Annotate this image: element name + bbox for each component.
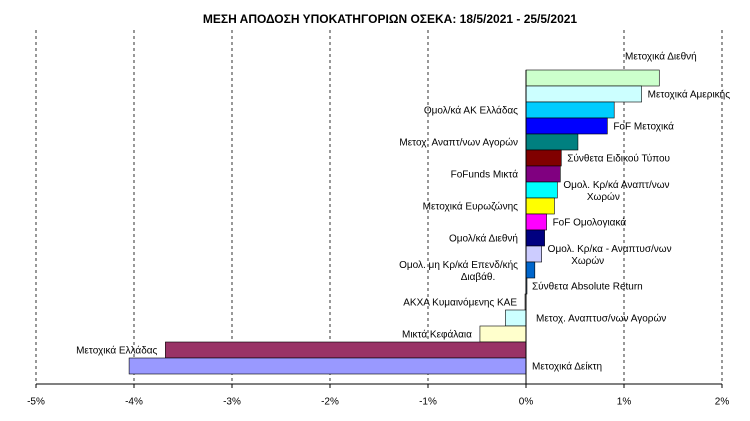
chart-title: ΜΕΣΗ ΑΠΟΔΟΣΗ ΥΠΟΚΑΤΗΓΟΡΙΩΝ ΟΣΕΚΑ: 18/5/2… [203, 12, 578, 26]
bar [525, 69, 660, 87]
bar [525, 165, 561, 183]
bar [479, 325, 527, 343]
bar [128, 357, 527, 375]
category-label: FoFunds Μικτά [451, 169, 519, 181]
category-label: Ομολ. Κρ/κά Αναπτ/νων Χωρών [563, 179, 669, 203]
bar [525, 117, 608, 135]
x-tick-label: -5% [27, 397, 45, 408]
x-tick-label: -2% [321, 397, 339, 408]
category-label: Μετοχ. Αναπτ/νων Αγορών [399, 137, 518, 149]
bar [525, 197, 555, 215]
x-tick-label: 0% [519, 397, 534, 408]
bar [525, 213, 547, 231]
label-line: Ομολ. Κρ/κά Αναπτ/νων [563, 179, 669, 191]
category-label: Ομολ/κά Διεθνή [449, 233, 518, 245]
category-label: Μετοχικά Αμερικής [648, 89, 731, 101]
category-label: FoF Μετοχικά [613, 121, 674, 133]
label-line: Ομολ. Κρ/κα - Αναπτυσ/νων [548, 244, 672, 255]
bar [165, 341, 527, 359]
category-label: Ομολ/κά ΑΚ Ελλάδας [424, 105, 518, 117]
bar [525, 229, 545, 247]
category-label: Ομολ. μη Κρ/κά Επενδ/κής Διαβάθ. [399, 259, 518, 283]
label-line: Ομολ. μη Κρ/κά Επενδ/κής [399, 259, 518, 271]
category-label: Σύνθετα Absolute Return [532, 281, 643, 293]
category-label: Μετοχικά Ευρωζώνης [423, 201, 519, 213]
label-line: Χωρών [587, 191, 620, 203]
category-label: Μετοχικά Ελλάδας [76, 345, 157, 357]
category-label: Μετοχικά Δείκτη [532, 361, 602, 373]
category-label: Μετοχ. Αναπτυσ/νων Αγορών [536, 313, 666, 325]
bar [525, 181, 558, 199]
category-label: FoF Ομολογιακά [553, 217, 627, 229]
x-tick-label: -1% [419, 397, 437, 408]
category-label: Μετοχικά Διεθνή [625, 51, 697, 63]
bar [525, 245, 542, 263]
bar [505, 309, 527, 327]
bar [525, 149, 562, 167]
bar [525, 85, 642, 103]
x-tick-label: 1% [617, 397, 632, 408]
x-tick-label: -4% [125, 397, 143, 408]
bar [525, 261, 536, 279]
category-label: Ομολ. Κρ/κα - Αναπτυσ/νων Χωρών [548, 244, 672, 267]
category-label: Μικτά Κεφάλαια [402, 329, 472, 341]
category-label: Σύνθετα Ειδικού Τύπου [567, 153, 670, 165]
label-line: Χωρών [571, 255, 604, 267]
label-line: Διαβάθ. [461, 271, 496, 283]
bar [525, 101, 615, 119]
bar [525, 133, 579, 151]
x-tick-label: -3% [223, 397, 241, 408]
category-label: ΑΚΧΑ Κυμαινόμενης ΚΑΕ [403, 297, 517, 309]
x-tick-label: 2% [715, 397, 730, 408]
